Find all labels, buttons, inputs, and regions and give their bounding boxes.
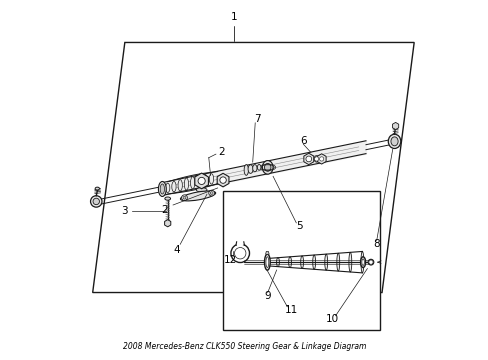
Ellipse shape [264,254,270,270]
Ellipse shape [252,165,257,172]
Ellipse shape [165,183,169,193]
Ellipse shape [158,181,166,197]
Circle shape [305,156,311,162]
Polygon shape [392,122,398,130]
Ellipse shape [361,259,364,265]
Text: 11: 11 [284,305,297,315]
Ellipse shape [164,197,170,200]
Polygon shape [265,251,268,254]
Bar [223,191,380,330]
Ellipse shape [300,256,303,269]
Text: 2008 Mercedes-Benz CLK550 Steering Gear & Linkage Diagram: 2008 Mercedes-Benz CLK550 Steering Gear … [122,342,366,351]
Ellipse shape [247,165,253,174]
Ellipse shape [209,174,213,184]
Text: 9: 9 [264,291,270,301]
Ellipse shape [257,165,261,170]
Ellipse shape [180,191,215,201]
Circle shape [220,177,226,183]
Circle shape [210,192,213,194]
Ellipse shape [178,180,182,191]
Circle shape [198,177,205,184]
Polygon shape [317,154,325,164]
Ellipse shape [360,257,365,267]
Ellipse shape [90,196,102,207]
Ellipse shape [262,161,272,174]
Circle shape [314,157,318,161]
Ellipse shape [264,258,267,266]
Circle shape [183,196,185,199]
Ellipse shape [360,251,363,273]
Ellipse shape [184,178,188,190]
Ellipse shape [367,259,373,265]
Circle shape [368,260,372,264]
Polygon shape [93,42,413,293]
Text: 12: 12 [223,255,236,265]
Circle shape [208,190,214,196]
Polygon shape [164,220,170,227]
Text: 2: 2 [218,147,224,157]
Text: 10: 10 [325,314,338,324]
Polygon shape [303,153,313,165]
Ellipse shape [190,177,194,189]
Ellipse shape [171,181,176,192]
Ellipse shape [196,176,201,188]
Text: 3: 3 [122,206,128,216]
Ellipse shape [160,184,164,194]
Ellipse shape [95,187,99,190]
Ellipse shape [93,198,99,204]
Ellipse shape [264,163,270,171]
Ellipse shape [276,258,279,267]
Text: 7: 7 [253,114,260,124]
Ellipse shape [203,175,207,186]
Polygon shape [217,173,228,187]
Ellipse shape [336,253,339,271]
Ellipse shape [348,252,351,272]
Text: 2: 2 [161,205,167,215]
Ellipse shape [244,165,248,175]
Ellipse shape [312,255,315,269]
Polygon shape [194,173,208,189]
Circle shape [319,157,323,161]
Ellipse shape [387,134,400,148]
Text: 4: 4 [173,245,180,255]
Text: 6: 6 [300,136,306,146]
Text: 1: 1 [230,13,237,22]
Ellipse shape [196,188,206,192]
Ellipse shape [390,137,397,146]
Ellipse shape [265,257,268,267]
Text: 5: 5 [296,221,303,231]
Text: 8: 8 [373,239,379,249]
Ellipse shape [288,257,291,267]
Ellipse shape [313,156,319,162]
Ellipse shape [324,254,327,270]
Circle shape [181,195,187,201]
